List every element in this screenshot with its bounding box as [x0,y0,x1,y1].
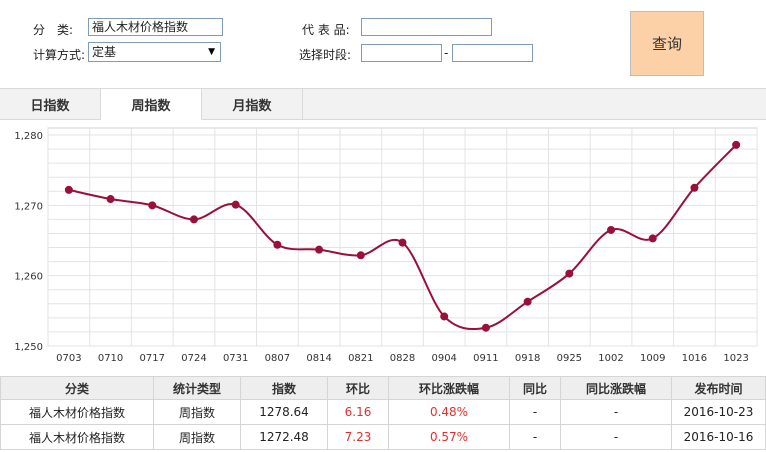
period-start-field[interactable] [361,44,442,62]
table-header-row: 分类 统计类型 指数 环比 环比涨跌幅 同比 同比涨跌幅 发布时间 [0,376,766,400]
cell-mom: 7.23 [327,424,389,450]
y-tick-label: 1,270 [14,201,43,212]
index-table: 分类 统计类型 指数 环比 环比涨跌幅 同比 同比涨跌幅 发布时间 福人木材价格… [0,376,766,450]
cell-mom-pct: 0.57% [388,424,510,450]
cell-mom: 6.16 [327,399,389,425]
data-point [648,234,657,243]
data-point [231,200,240,209]
period-end-field[interactable] [452,44,533,62]
tab-weekly[interactable]: 周指数 [101,88,202,120]
y-tick-label: 1,260 [14,272,43,283]
query-button[interactable]: 查询 [630,11,704,76]
data-point [690,183,699,192]
period-separator: - [444,46,449,60]
method-label: 计算方式: [33,48,86,62]
category-label: 分 类: [33,23,74,37]
x-tick-label: 0724 [181,353,206,364]
x-tick-label: 0904 [431,353,456,364]
data-point [523,297,532,306]
data-point [607,225,616,234]
data-point [273,240,282,249]
x-tick-label: 0821 [348,353,373,364]
cell-category: 福人木材价格指数 [0,424,154,450]
cell-yoy: - [509,424,561,450]
x-tick-label: 0710 [98,353,123,364]
cell-yoy-pct: - [560,399,672,425]
x-tick-label: 0703 [56,353,81,364]
period-label: 选择时段: [299,48,352,62]
tab-daily[interactable]: 日指数 [0,88,101,120]
x-tick-label: 0911 [473,353,498,364]
cell-publish-time: 2016-10-23 [671,399,766,425]
tab-monthly[interactable]: 月指数 [202,88,303,120]
data-point [356,251,365,260]
col-header-mom-pct: 环比涨跌幅 [388,376,510,400]
col-header-publish-time: 发布时间 [671,376,766,400]
x-tick-label: 0925 [557,353,582,364]
x-tick-label: 0918 [515,353,540,364]
cell-index: 1272.48 [240,424,328,450]
data-point [398,238,407,247]
data-point [481,323,490,332]
data-point [64,185,73,194]
data-point [148,201,157,210]
cell-yoy: - [509,399,561,425]
x-tick-label: 1016 [682,353,707,364]
x-tick-label: 0828 [390,353,415,364]
x-tick-label: 0731 [223,353,248,364]
x-tick-label: 1002 [598,353,623,364]
table-row: 福人木材价格指数 周指数 1272.48 7.23 0.57% - - 2016… [0,424,766,450]
col-header-category: 分类 [0,376,154,400]
weekly-index-chart: 1,250 1,260 1,270 1,280 0703 0710 0717 0724 0731… [14,127,758,364]
category-field[interactable]: 福人木材价格指数 [88,18,223,36]
cell-category: 福人木材价格指数 [0,399,154,425]
dropdown-arrow-icon: ▼ [208,47,215,57]
data-point [315,245,324,254]
product-label: 代 表 品: [302,23,350,37]
table-row: 福人木材价格指数 周指数 1278.64 6.16 0.48% - - 2016… [0,399,766,425]
col-header-yoy: 同比 [509,376,561,400]
y-tick-label: 1,250 [14,342,43,353]
cell-publish-time: 2016-10-16 [671,424,766,450]
x-tick-label: 1023 [723,353,748,364]
cell-index: 1278.64 [240,399,328,425]
data-point [106,195,115,204]
cell-stat-type: 周指数 [153,424,241,450]
cell-stat-type: 周指数 [153,399,241,425]
cell-yoy-pct: - [560,424,672,450]
cell-mom-pct: 0.48% [388,399,510,425]
data-point [732,140,741,149]
data-point [565,269,574,278]
x-tick-label: 0807 [265,353,290,364]
x-tick-label: 0717 [140,353,165,364]
col-header-stat-type: 统计类型 [153,376,241,400]
x-tick-label: 1009 [640,353,665,364]
method-select[interactable]: 定基 ▼ [88,42,221,62]
method-select-value: 定基 [92,45,117,59]
y-tick-label: 1,280 [14,131,43,142]
col-header-mom: 环比 [327,376,389,400]
product-field[interactable] [361,18,492,36]
col-header-index: 指数 [240,376,328,400]
x-tick-label: 0814 [306,353,331,364]
data-point [440,312,449,321]
data-point [189,215,198,224]
col-header-yoy-pct: 同比涨跌幅 [560,376,672,400]
